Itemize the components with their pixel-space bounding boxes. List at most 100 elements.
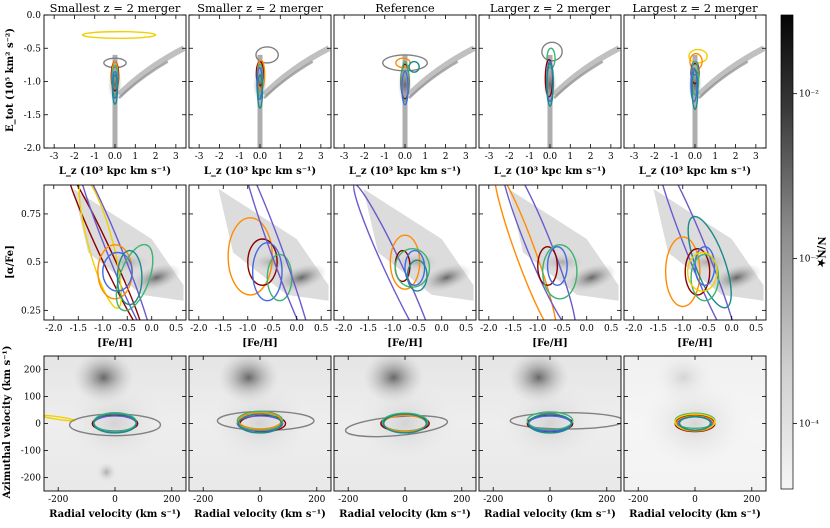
density-streak — [696, 45, 766, 97]
y-tick-label: 0.5 — [27, 258, 42, 268]
y-tick-label: -100 — [21, 447, 41, 457]
contour-orange — [237, 411, 282, 430]
x-axis-label: [Fe/H] — [242, 338, 277, 349]
panel-r2-c1: -2.0 -1.5 -1.0 -0.5 0.0 0.5 0.25 0.5 0.75 [Fe/H] — [21, 184, 187, 349]
x-tick-label: 2 — [588, 152, 594, 162]
panel-grid: -3 -2 -1 0.0 1 2 3 -2.0 -1.5 -1.0 -0.5 0.0 L_z (10³ … — [21, 11, 767, 520]
contour-teal — [116, 249, 143, 306]
y-tick-label: -1.0 — [24, 78, 42, 88]
x-tick-label: -1.0 — [529, 324, 547, 334]
panel-content — [253, 45, 331, 148]
x-axis-label: [Fe/H] — [387, 338, 422, 349]
panel-content — [352, 185, 474, 320]
x-tick-label: 0.5 — [459, 324, 474, 334]
contour-darkred — [684, 247, 711, 296]
contour-teal — [546, 62, 554, 107]
axes-frame — [623, 184, 767, 321]
panel-content — [688, 45, 766, 148]
x-tick-label: -3 — [50, 152, 59, 162]
density-core — [711, 263, 762, 292]
x-tick-label: 0.0 — [108, 152, 123, 162]
x-tick-label: 0.5 — [169, 324, 184, 334]
x-tick-label: -2 — [70, 152, 79, 162]
panel-content — [624, 356, 766, 491]
contour-gray — [103, 57, 127, 69]
contour-orange — [664, 236, 701, 308]
x-tick-label: 200 — [598, 495, 615, 505]
x-tick-label: -200 — [193, 495, 213, 505]
x-tick-label: 0.0 — [398, 152, 413, 162]
x-tick-label: 3 — [608, 152, 614, 162]
panel-r2-c2: -2.0 -1.5 -1.0 -0.5 0.0 0.5 [Fe/H] — [188, 184, 332, 349]
axes-frame — [43, 184, 187, 321]
contour-purple — [236, 415, 284, 432]
contour-gray — [541, 41, 563, 62]
x-tick-label: 200 — [163, 495, 180, 505]
x-tick-label: -1.0 — [239, 324, 257, 334]
contour-teal — [528, 413, 573, 434]
colorbar-gradient — [780, 14, 794, 490]
panel-r2-c5: -2.0 -1.5 -1.0 -0.5 0.0 0.5 [Fe/H] — [623, 184, 767, 349]
x-tick-label: -2 — [360, 152, 369, 162]
density-halo — [538, 252, 587, 273]
x-axis-label: Radial velocity (km s⁻¹) — [339, 509, 471, 520]
x-tick-label: 1 — [132, 152, 138, 162]
contour-teal — [406, 259, 428, 292]
contour-green — [690, 253, 720, 302]
contour-orange — [675, 415, 715, 432]
x-tick-label: 0 — [402, 495, 408, 505]
x-tick-label: 1 — [422, 152, 428, 162]
contour-purple — [77, 185, 153, 320]
x-tick-label: 0 — [692, 495, 698, 505]
x-tick-label: -1.5 — [505, 324, 523, 334]
x-axis-label: L_z (10³ kpc km s⁻¹) — [349, 166, 461, 177]
x-tick-label: 0.0 — [543, 152, 558, 162]
x-tick-label: -1 — [380, 152, 389, 162]
x-tick-label: -3 — [485, 152, 494, 162]
panel-r1-c4: -3 -2 -1 0.0 1 2 3L_z (10³ kpc km s⁻¹) — [478, 14, 622, 177]
density-halo-core — [205, 378, 315, 469]
contour-purple — [499, 185, 577, 320]
x-tick-label: 0.5 — [604, 324, 619, 334]
contour-green — [526, 411, 574, 431]
x-tick-label: -0.5 — [699, 324, 717, 334]
panel-content — [334, 356, 476, 491]
row-y-labels: E_tot (10⁵ km² s⁻²) [α/Fe] Azimuthal vel… — [2, 28, 16, 499]
contour-orange — [389, 234, 421, 290]
density-halo-core — [640, 378, 750, 469]
colorbar-tick-label: 10⁻⁴ — [799, 419, 819, 429]
panel-r1-c5: -3 -2 -1 0.0 1 2 3L_z (10³ kpc km s⁻¹) — [623, 14, 767, 177]
x-tick-label: -3 — [195, 152, 204, 162]
panel-r1-c3: -3 -2 -1 0.0 1 2 3L_z (10³ kpc km s⁻¹) — [333, 14, 477, 177]
panel-r3-c5: -200 0 200 Radial velocity (km s⁻¹) — [623, 355, 767, 520]
x-axis-label: L_z (10³ kpc km s⁻¹) — [204, 166, 316, 177]
x-tick-label: 200 — [453, 495, 470, 505]
contour-blue — [404, 249, 426, 286]
x-tick-label: 0.0 — [688, 152, 703, 162]
x-tick-label: -200 — [483, 495, 503, 505]
panel-r1-c2: -3 -2 -1 0.0 1 2 3L_z (10³ kpc km s⁻¹) — [188, 14, 332, 177]
x-tick-label: 2 — [153, 152, 159, 162]
panel-content — [44, 356, 186, 491]
x-tick-label: -2 — [650, 152, 659, 162]
x-tick-label: -1.0 — [384, 324, 402, 334]
contour-blue — [694, 246, 716, 286]
x-tick-label: -0.5 — [264, 324, 282, 334]
axes-frame — [478, 184, 622, 321]
contour-green — [546, 47, 556, 69]
contour-yellow — [78, 185, 123, 309]
panel-r1-c1: -3 -2 -1 0.0 1 2 3 -2.0 -1.5 -1.0 -0.5 0.0 L_z (10³ … — [24, 11, 187, 177]
x-tick-label: 0.5 — [314, 324, 329, 334]
axes-frame — [188, 184, 332, 321]
contour-orange — [493, 185, 558, 320]
x-axis-label: Radial velocity (km s⁻¹) — [49, 509, 181, 520]
x-tick-label: -1.0 — [674, 324, 692, 334]
panel-r3-c3: -200 0 200 Radial velocity (km s⁻¹) — [333, 355, 477, 520]
x-tick-label: -200 — [628, 495, 648, 505]
x-tick-label: 0.5 — [749, 324, 764, 334]
density-streak — [261, 45, 331, 97]
x-tick-label: -0.5 — [119, 324, 137, 334]
row2-ylabel: [α/Fe] — [5, 245, 16, 279]
x-tick-label: -2.0 — [625, 324, 643, 334]
density-halo-core — [60, 378, 170, 469]
